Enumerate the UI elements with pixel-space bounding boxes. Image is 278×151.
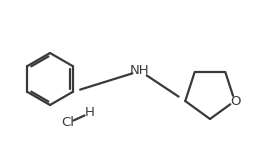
Text: NH: NH [130, 64, 150, 77]
Text: H: H [85, 106, 95, 119]
Text: O: O [230, 95, 241, 108]
Text: Cl: Cl [61, 117, 75, 130]
